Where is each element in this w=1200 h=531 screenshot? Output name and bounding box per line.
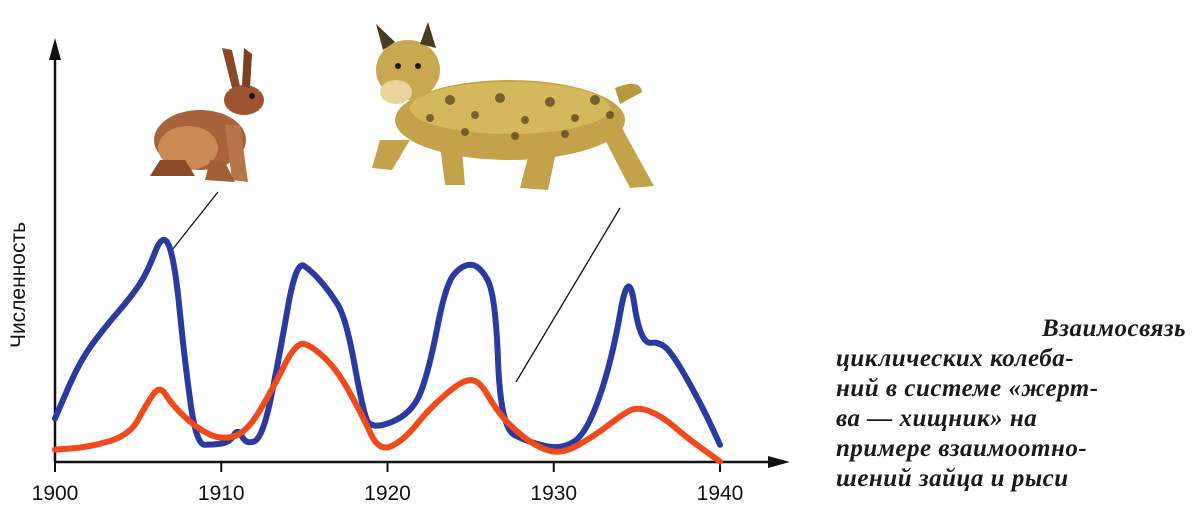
x-tick-label: 1920: [364, 482, 411, 505]
caption-line: циклических колеба-: [836, 345, 1075, 372]
hare-pointer-line: [171, 191, 219, 251]
caption-line: примере взаимоотно-: [836, 435, 1088, 462]
y-axis-arrow: [49, 38, 61, 60]
x-ticks: 1900 1910 1920 1930 1940: [32, 462, 744, 505]
caption-line: ва — хищник» на: [836, 405, 1038, 432]
x-tick-label: 1930: [530, 482, 577, 505]
x-tick-label: 1900: [32, 482, 79, 505]
x-tick-label: 1940: [697, 482, 744, 505]
series-lines: [52, 236, 723, 465]
hare-population-line: [52, 236, 723, 451]
y-axis-label: Численность: [7, 221, 30, 349]
lynx-illustration: [372, 22, 654, 190]
x-tick-label: 1910: [198, 482, 245, 505]
caption-line: ний в системе «жерт-: [836, 375, 1099, 402]
x-axis-arrow: [768, 456, 790, 468]
caption-line: шений зайца и рыси: [836, 465, 1069, 492]
axes: [49, 38, 790, 468]
lynx-population-line: [52, 340, 723, 465]
lynx-pointer-line: [515, 207, 621, 383]
caption-line: Взаимосвязь: [1042, 315, 1186, 342]
hare-illustration: [150, 48, 264, 182]
figure-caption: Взаимосвязь циклических колеба- ний в си…: [836, 314, 1196, 494]
